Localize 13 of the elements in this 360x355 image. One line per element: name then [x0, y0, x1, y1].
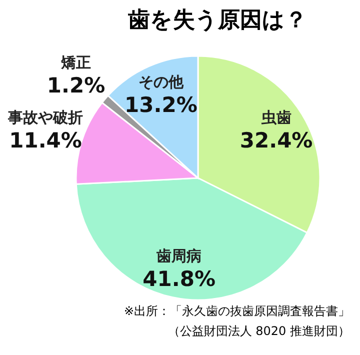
slice-label: 虫歯 — [260, 108, 292, 127]
slice-label: 事故や破折 — [7, 108, 84, 127]
text: ※出所：「永久歯の抜歯原因調査報告書」 — [124, 304, 350, 318]
data-label: 32.4% — [240, 128, 313, 153]
slice-label: 歯周病 — [156, 247, 202, 266]
text: （公益財団法人 8020 推進財団） — [168, 324, 350, 338]
slice-label: その他 — [138, 72, 184, 91]
data-label: 41.8% — [142, 267, 216, 292]
slice-label: 矯正 — [60, 53, 92, 72]
data-label: 13.2% — [124, 92, 198, 117]
data-label: 1.2% — [46, 73, 106, 98]
chart-title: 歯を失う原因は？ — [127, 8, 307, 33]
data-label: 11.4% — [9, 128, 82, 153]
